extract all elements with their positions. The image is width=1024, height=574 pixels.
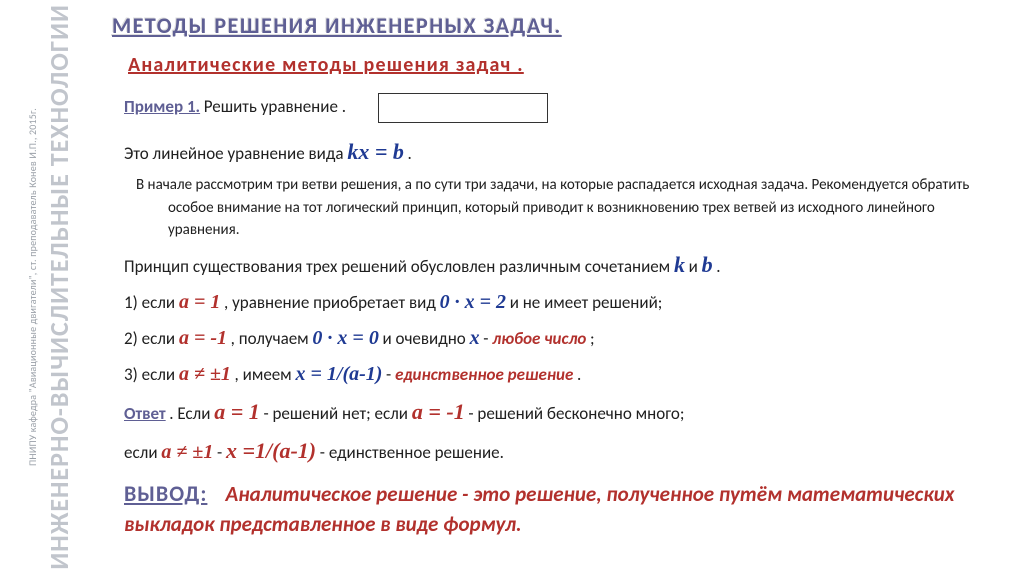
c3-cond: a ≠ ±1 xyxy=(179,363,231,385)
c2-cond: a = -1 xyxy=(179,327,227,349)
p3-a: Принцип существования трех решений обусл… xyxy=(124,256,674,277)
paragraph-3: Принцип существования трех решений обусл… xyxy=(124,248,1000,281)
p3-b: b xyxy=(702,252,713,277)
c1-b: , уравнение приобретает вид xyxy=(224,292,440,313)
ans2-b: - единственное решение. xyxy=(320,442,504,463)
c3-a: 3) если xyxy=(124,364,179,385)
conclusion-label: ВЫВОД: xyxy=(124,480,207,507)
answer-line-2: если a ≠ ±1 - x =1/(a-1) - единственное … xyxy=(124,434,1000,467)
p1-text-a: Это линейное уравнение вида xyxy=(124,143,347,164)
c2-a: 2) если xyxy=(124,328,179,349)
conclusion: ВЫВОД: Аналитическое решение - это решен… xyxy=(124,477,1000,539)
p1-equation: kx = b xyxy=(347,139,404,164)
ans-c: - решений бесконечно много; xyxy=(468,403,684,424)
sidebar-credit: ПНИПУ кафедра "Авиационные двигатели", с… xyxy=(26,108,39,466)
sidebar: ПНИПУ кафедра "Авиационные двигатели", с… xyxy=(0,0,96,574)
c2-sep: - xyxy=(483,328,492,349)
ans-c2: a = -1 xyxy=(412,399,465,424)
ans2-cond: a ≠ ±1 xyxy=(161,441,213,463)
ans-a: . Если xyxy=(169,403,214,424)
c2-semi: ; xyxy=(590,328,595,349)
paragraph-1: Это линейное уравнение вида kx = b . xyxy=(124,135,1000,168)
ans-c1: a = 1 xyxy=(214,399,260,424)
c2-eq: 0 · x = 0 xyxy=(312,327,378,349)
heading-main: МЕТОДЫ РЕШЕНИЯ ИНЖЕНЕРНЫХ ЗАДАЧ. xyxy=(112,12,1000,39)
c3-emphasis: единственное решение xyxy=(395,364,573,385)
equation-placeholder-box xyxy=(378,93,548,123)
c1-eq: 0 · x = 2 xyxy=(440,291,506,313)
p3-dot: . xyxy=(716,256,720,277)
c3-eq: x = 1/(a-1) xyxy=(295,363,382,385)
c2-x: x xyxy=(470,327,480,349)
ans2-eq: x =1/(a-1) xyxy=(226,438,316,463)
c1-a: 1) если xyxy=(124,292,179,313)
ans2-a: если xyxy=(124,442,161,463)
p3-k: k xyxy=(674,252,685,277)
case-1: 1) если a = 1 , уравнение приобретает ви… xyxy=(124,287,1000,317)
answer-line-1: Ответ . Если a = 1 - решений нет; если a… xyxy=(124,395,1000,428)
c3-b: , имеем xyxy=(235,364,296,385)
p1-dot: . xyxy=(408,143,412,164)
c3-dot: . xyxy=(577,364,581,385)
p3-and: и xyxy=(689,256,702,277)
example-label: Пример 1. xyxy=(124,96,200,117)
c3-sep: - xyxy=(386,364,395,385)
paragraph-2: В начале рассмотрим три ветви решения, а… xyxy=(124,174,1000,242)
ans2-sep: - xyxy=(217,442,226,463)
conclusion-text: Аналитическое решение - это решение, пол… xyxy=(124,481,954,537)
case-2: 2) если a = -1 , получаем 0 · x = 0 и оч… xyxy=(124,323,1000,353)
c1-c: и не имеет решений; xyxy=(510,292,663,313)
answer-label: Ответ xyxy=(124,403,166,424)
c1-cond: a = 1 xyxy=(179,291,220,313)
case-3: 3) если a ≠ ±1 , имеем x = 1/(a-1) - еди… xyxy=(124,359,1000,389)
ans-b: - решений нет; если xyxy=(263,403,411,424)
example-row: Пример 1. Решить уравнение . xyxy=(124,93,1000,123)
c2-c: и очевидно xyxy=(382,328,469,349)
c2-b: , получаем xyxy=(231,328,313,349)
sidebar-title: ИНЖЕНЕРНО-ВЫЧИСЛИТЕЛЬНЫЕ ТЕХНОЛОГИИ xyxy=(43,4,75,570)
heading-sub: Аналитические методы решения задач . xyxy=(128,53,1000,77)
example-text: Решить уравнение . xyxy=(204,96,346,117)
c2-emphasis: любое число xyxy=(492,328,586,349)
slide-content: МЕТОДЫ РЕШЕНИЯ ИНЖЕНЕРНЫХ ЗАДАЧ. Аналити… xyxy=(112,12,1000,562)
